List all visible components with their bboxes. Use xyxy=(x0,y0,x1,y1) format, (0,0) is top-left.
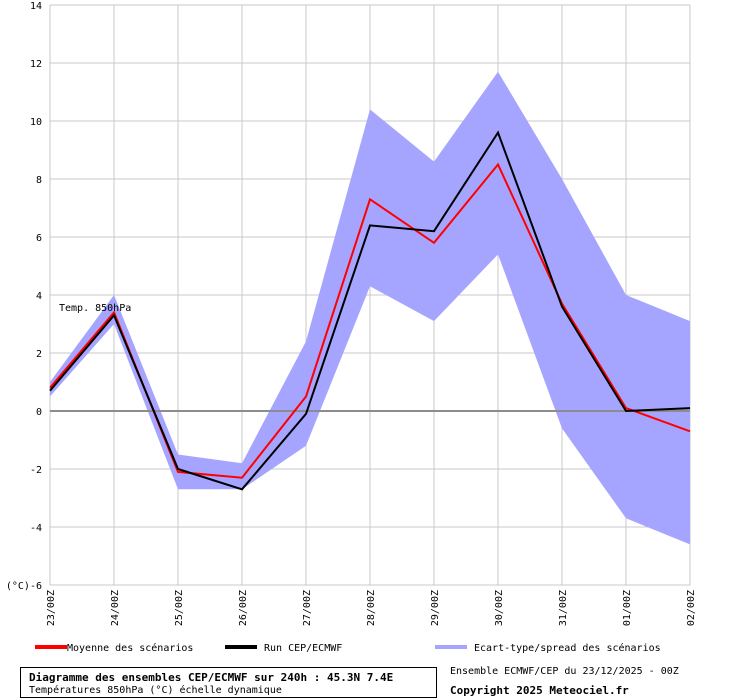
y-tick-label: 6 xyxy=(36,233,42,244)
legend-swatch xyxy=(225,645,257,649)
y-tick-label: (°C)-6 xyxy=(6,581,42,592)
y-axis-ticks: 14 12 10 8 6 4 2 0 -2 -4 (°C)-6 xyxy=(6,1,42,592)
series-line-run xyxy=(49,130,691,491)
x-tick-label: 27/00Z xyxy=(302,590,313,626)
inline-label: Temp. 850hPa xyxy=(59,303,131,314)
x-tick-label: 29/00Z xyxy=(430,590,441,626)
y-tick-label: 4 xyxy=(36,291,42,302)
x-tick-label: 02/00Z xyxy=(686,590,697,626)
series-lines xyxy=(49,130,691,491)
x-tick-label: 26/00Z xyxy=(238,590,249,626)
x-tick-label: 30/00Z xyxy=(494,590,505,626)
x-tick-label: 31/00Z xyxy=(558,590,569,626)
y-tick-label: 12 xyxy=(30,59,42,70)
y-tick-label: 8 xyxy=(36,175,42,186)
legend: Moyenne des scénarios Run CEP/ECMWF Ecart-… xyxy=(35,642,661,654)
x-tick-label: 23/00Z xyxy=(46,590,57,626)
info-title: Diagramme des ensembles CEP/ECMWF sur 24… xyxy=(29,671,394,684)
x-axis-ticks: 23/00Z 24/00Z 25/00Z 26/00Z 27/00Z 28/00Z 29/0… xyxy=(46,590,697,626)
y-tick-label: 10 xyxy=(30,117,42,128)
legend-label: Ecart-type/spread des scénarios xyxy=(474,642,661,654)
y-tick-label: 2 xyxy=(36,349,42,360)
copyright: Copyright 2025 Meteociel.fr xyxy=(450,684,629,697)
x-tick-label: 25/00Z xyxy=(174,590,185,626)
x-tick-label: 28/00Z xyxy=(366,590,377,626)
legend-swatch xyxy=(35,645,67,649)
y-tick-label: -4 xyxy=(30,523,42,534)
y-tick-label: -2 xyxy=(30,465,42,476)
legend-label: Moyenne des scénarios xyxy=(67,642,193,654)
spread-area xyxy=(50,71,690,545)
run-info: Ensemble ECMWF/CEP du 23/12/2025 - 00Z xyxy=(450,666,679,677)
y-tick-label: 14 xyxy=(30,1,42,12)
legend-label: Run CEP/ECMWF xyxy=(264,643,342,654)
y-tick-label: 0 xyxy=(36,407,42,418)
x-tick-label: 01/00Z xyxy=(622,590,633,626)
info-box: Diagramme des ensembles CEP/ECMWF sur 24… xyxy=(20,667,437,698)
legend-swatch xyxy=(435,645,467,649)
info-subtitle: Températures 850hPa (°C) échelle dynamiq… xyxy=(29,685,282,696)
x-tick-label: 24/00Z xyxy=(110,590,121,626)
